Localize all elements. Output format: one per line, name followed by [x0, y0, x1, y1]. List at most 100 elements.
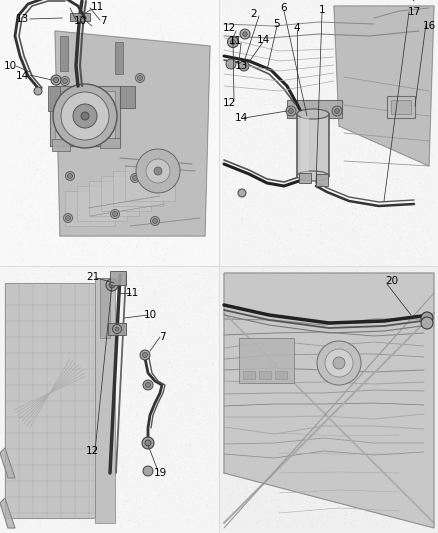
Point	[186, 173, 193, 182]
Point	[260, 503, 267, 512]
Point	[152, 344, 159, 353]
Point	[331, 473, 338, 481]
Point	[400, 418, 407, 426]
Point	[350, 159, 357, 168]
Point	[124, 149, 131, 157]
Point	[169, 494, 176, 503]
Point	[51, 164, 58, 172]
Point	[261, 60, 268, 68]
Point	[168, 484, 175, 492]
Point	[117, 449, 124, 458]
Point	[198, 138, 205, 146]
Point	[383, 179, 390, 188]
Point	[423, 508, 430, 516]
Point	[92, 211, 99, 219]
Point	[41, 360, 48, 369]
Point	[36, 370, 43, 378]
Point	[314, 516, 321, 525]
Point	[375, 222, 382, 231]
Point	[27, 174, 34, 182]
Point	[335, 166, 342, 174]
Point	[116, 243, 123, 251]
Point	[161, 19, 168, 27]
Point	[392, 339, 399, 348]
Point	[277, 517, 284, 526]
Point	[99, 374, 106, 383]
Point	[341, 252, 348, 260]
Point	[60, 515, 67, 523]
Point	[109, 398, 116, 407]
Point	[206, 363, 213, 372]
Point	[54, 40, 61, 49]
Point	[411, 320, 418, 329]
Point	[126, 449, 133, 458]
Point	[53, 171, 60, 180]
Point	[327, 445, 334, 453]
Point	[164, 41, 171, 49]
Point	[250, 454, 257, 463]
Point	[299, 486, 306, 495]
Point	[141, 375, 148, 384]
Point	[384, 220, 391, 229]
Point	[357, 242, 364, 251]
Point	[305, 500, 312, 509]
Point	[181, 346, 188, 355]
Point	[255, 34, 262, 43]
Point	[251, 470, 258, 479]
Point	[300, 29, 307, 37]
Point	[293, 515, 300, 523]
Point	[16, 500, 23, 509]
Point	[404, 300, 411, 308]
Point	[234, 160, 241, 169]
Point	[18, 238, 25, 247]
Point	[223, 172, 230, 180]
Point	[303, 432, 310, 440]
Point	[166, 453, 173, 461]
Point	[276, 497, 283, 506]
Point	[78, 256, 85, 264]
Point	[108, 338, 115, 346]
Point	[421, 384, 428, 393]
Point	[129, 490, 136, 499]
Point	[403, 286, 410, 295]
Point	[310, 89, 317, 98]
Point	[350, 391, 357, 399]
Point	[377, 369, 384, 378]
Point	[207, 294, 214, 302]
Point	[74, 72, 81, 80]
Point	[59, 74, 66, 83]
Point	[74, 390, 81, 398]
Point	[415, 38, 422, 46]
Point	[337, 195, 344, 204]
Point	[153, 238, 160, 246]
Point	[333, 2, 340, 10]
Point	[158, 34, 165, 42]
Point	[341, 212, 348, 220]
Point	[355, 347, 362, 356]
Point	[382, 46, 389, 55]
Point	[232, 422, 239, 430]
Point	[209, 517, 216, 526]
Point	[52, 200, 59, 209]
Point	[290, 118, 297, 126]
Point	[194, 515, 201, 524]
Point	[264, 466, 271, 475]
Point	[141, 150, 148, 159]
Point	[22, 68, 29, 76]
Point	[365, 165, 372, 174]
Point	[382, 435, 389, 444]
Point	[361, 9, 368, 17]
Point	[362, 414, 369, 423]
Point	[376, 349, 383, 357]
Point	[367, 277, 374, 286]
Point	[310, 353, 317, 362]
Point	[177, 199, 184, 208]
Point	[106, 146, 113, 154]
Point	[108, 456, 115, 464]
Point	[301, 178, 308, 187]
Point	[253, 346, 260, 355]
Point	[300, 1, 307, 9]
Point	[424, 207, 431, 215]
Point	[189, 414, 196, 422]
Point	[140, 190, 147, 199]
